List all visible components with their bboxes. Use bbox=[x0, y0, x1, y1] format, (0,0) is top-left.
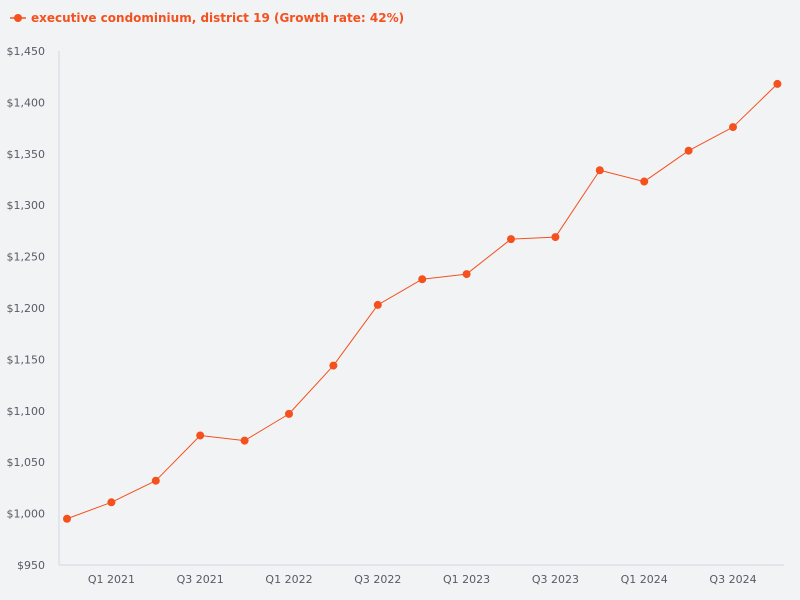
x-tick-label: Q3 2022 bbox=[354, 573, 401, 586]
y-tick-label: $1,350 bbox=[7, 148, 46, 161]
legend[interactable]: executive condominium, district 19 (Grow… bbox=[10, 11, 404, 25]
y-axis: $950 $1,000 $1,050 $1,100 $1,150 $1,200 $1,250… bbox=[7, 45, 60, 572]
y-tick-label: $1,450 bbox=[7, 45, 46, 58]
data-point bbox=[640, 177, 649, 186]
y-tick-label: $950 bbox=[17, 559, 45, 572]
x-tick-label: Q3 2021 bbox=[177, 573, 224, 586]
legend-dot-marker bbox=[14, 14, 22, 22]
x-tick-label: Q1 2024 bbox=[621, 573, 668, 586]
data-point bbox=[551, 233, 560, 242]
y-tick-label: $1,150 bbox=[7, 353, 46, 366]
data-point bbox=[285, 409, 293, 418]
data-point bbox=[240, 436, 249, 445]
data-point bbox=[107, 498, 116, 507]
x-axis: Q1 2021 Q3 2021 Q1 2022 Q3 2022 Q1 2023 Q3 20… bbox=[59, 564, 784, 586]
x-tick-label: Q1 2022 bbox=[265, 573, 312, 586]
data-point bbox=[373, 300, 382, 309]
y-tick-label: $1,400 bbox=[7, 96, 46, 109]
data-point bbox=[729, 123, 737, 132]
series-layer bbox=[63, 79, 782, 523]
data-point bbox=[507, 235, 515, 244]
data-point bbox=[151, 476, 160, 485]
y-tick-label: $1,250 bbox=[7, 251, 46, 264]
legend-label: executive condominium, district 19 (Grow… bbox=[31, 11, 404, 25]
series-line bbox=[66, 83, 778, 520]
y-tick-label: $1,300 bbox=[7, 199, 46, 212]
data-point bbox=[684, 146, 693, 155]
x-tick-label: Q3 2024 bbox=[709, 573, 756, 586]
x-tick-label: Q3 2023 bbox=[532, 573, 579, 586]
data-point bbox=[595, 166, 604, 175]
y-tick-label: $1,200 bbox=[7, 302, 46, 315]
data-point bbox=[196, 431, 205, 440]
data-point bbox=[329, 361, 338, 370]
data-point bbox=[773, 79, 782, 88]
x-tick-label: Q1 2021 bbox=[88, 573, 135, 586]
data-point bbox=[63, 514, 71, 523]
y-tick-label: $1,100 bbox=[7, 405, 46, 418]
data-point bbox=[462, 270, 471, 279]
data-point bbox=[418, 275, 427, 284]
y-tick-label: $1,050 bbox=[7, 456, 46, 469]
y-tick-label: $1,000 bbox=[7, 508, 46, 521]
x-tick-label: Q1 2023 bbox=[443, 573, 490, 586]
